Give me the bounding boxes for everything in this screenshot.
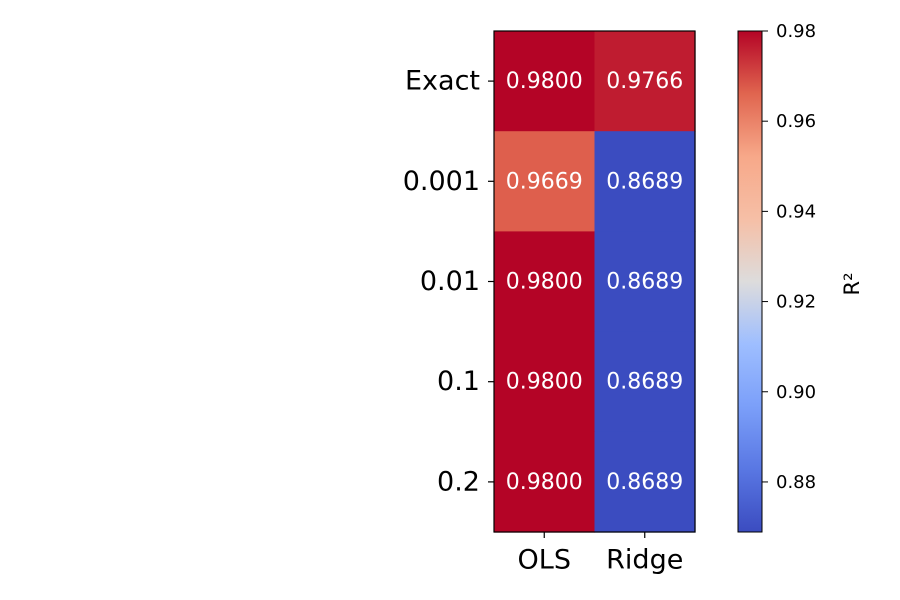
heatmap-cell-label: 0.8689 <box>606 270 683 295</box>
heatmap-cell <box>494 131 596 232</box>
heatmap-cell-label: 0.9766 <box>606 69 683 94</box>
heatmap-cell-label: 0.8689 <box>606 169 683 194</box>
colorbar-gradient <box>737 30 763 533</box>
heatmap-cell-label: 0.9800 <box>506 270 583 295</box>
heatmap-cell-label: 0.9800 <box>506 69 583 94</box>
heatmap-cell-labels: 0.9800 0.9766 0.9669 0.8689 0.9800 0.8689 0.98… <box>506 69 683 495</box>
colorbar-tick-label: 0.92 <box>776 292 816 313</box>
heatmap-cell-label: 0.8689 <box>606 370 683 395</box>
x-tick-label: Ridge <box>606 545 683 576</box>
heatmap-cell <box>594 231 696 333</box>
heatmap-cell <box>494 431 596 533</box>
y-axis: Exact 0.001 0.01 0.1 0.2 <box>403 66 494 497</box>
colorbar-tick-label: 0.90 <box>776 382 816 403</box>
colorbar: 0.88 0.90 0.92 0.94 0.96 0.98 <box>737 21 816 533</box>
y-tick-label: Exact <box>405 66 480 97</box>
heatmap-cells <box>494 31 696 533</box>
heatmap-cell-label: 0.9800 <box>506 470 583 495</box>
y-tick-label: 0.01 <box>420 266 480 297</box>
y-tick-label: 0.2 <box>437 466 480 497</box>
colorbar-tick-label: 0.94 <box>776 201 816 222</box>
heatmap-cell-label: 0.9800 <box>506 370 583 395</box>
colorbar-tick-label: 0.96 <box>776 111 816 132</box>
heatmap-cell <box>594 131 696 232</box>
colorbar-tick-label: 0.98 <box>776 21 816 42</box>
colorbar-tick-label: 0.88 <box>776 472 816 493</box>
x-axis: OLS Ridge <box>518 532 683 576</box>
x-tick-label: OLS <box>518 545 571 576</box>
heatmap-cell <box>494 331 596 433</box>
y-tick-label: 0.001 <box>403 166 480 197</box>
heatmap-cell <box>594 31 696 132</box>
colorbar-label: R² <box>840 272 864 295</box>
heatmap-cell-label: 0.9669 <box>506 169 583 194</box>
heatmap-cell-label: 0.8689 <box>606 470 683 495</box>
heatmap-cell <box>594 331 696 433</box>
heatmap-cell <box>494 31 596 132</box>
heatmap-cell <box>594 431 696 533</box>
heatmap-cell <box>494 231 596 333</box>
y-tick-label: 0.1 <box>437 366 480 397</box>
